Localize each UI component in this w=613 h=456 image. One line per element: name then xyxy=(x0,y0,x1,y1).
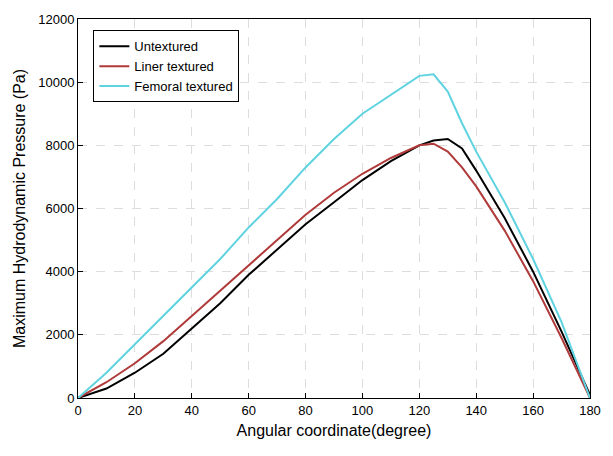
svg-text:Maximum Hydrodynamic Pressure: Maximum Hydrodynamic Pressure (Pa) xyxy=(11,69,28,348)
svg-text:Untextured: Untextured xyxy=(134,39,198,54)
svg-text:0: 0 xyxy=(74,403,81,418)
svg-text:0: 0 xyxy=(67,391,74,406)
svg-text:80: 80 xyxy=(298,403,312,418)
svg-text:60: 60 xyxy=(241,403,255,418)
svg-text:Angular coordinate(degree): Angular coordinate(degree) xyxy=(237,422,432,439)
svg-text:12000: 12000 xyxy=(38,12,74,27)
svg-text:100: 100 xyxy=(352,403,374,418)
svg-text:2000: 2000 xyxy=(45,327,74,342)
svg-text:Femoral textured: Femoral textured xyxy=(134,79,232,94)
svg-text:180: 180 xyxy=(579,403,601,418)
svg-text:6000: 6000 xyxy=(45,201,74,216)
svg-text:120: 120 xyxy=(408,403,430,418)
svg-text:4000: 4000 xyxy=(45,264,74,279)
svg-text:140: 140 xyxy=(465,403,487,418)
svg-text:40: 40 xyxy=(185,403,199,418)
svg-text:20: 20 xyxy=(128,403,142,418)
svg-text:Liner textured: Liner textured xyxy=(134,59,214,74)
svg-text:160: 160 xyxy=(522,403,544,418)
svg-text:8000: 8000 xyxy=(45,138,74,153)
svg-text:10000: 10000 xyxy=(38,75,74,90)
